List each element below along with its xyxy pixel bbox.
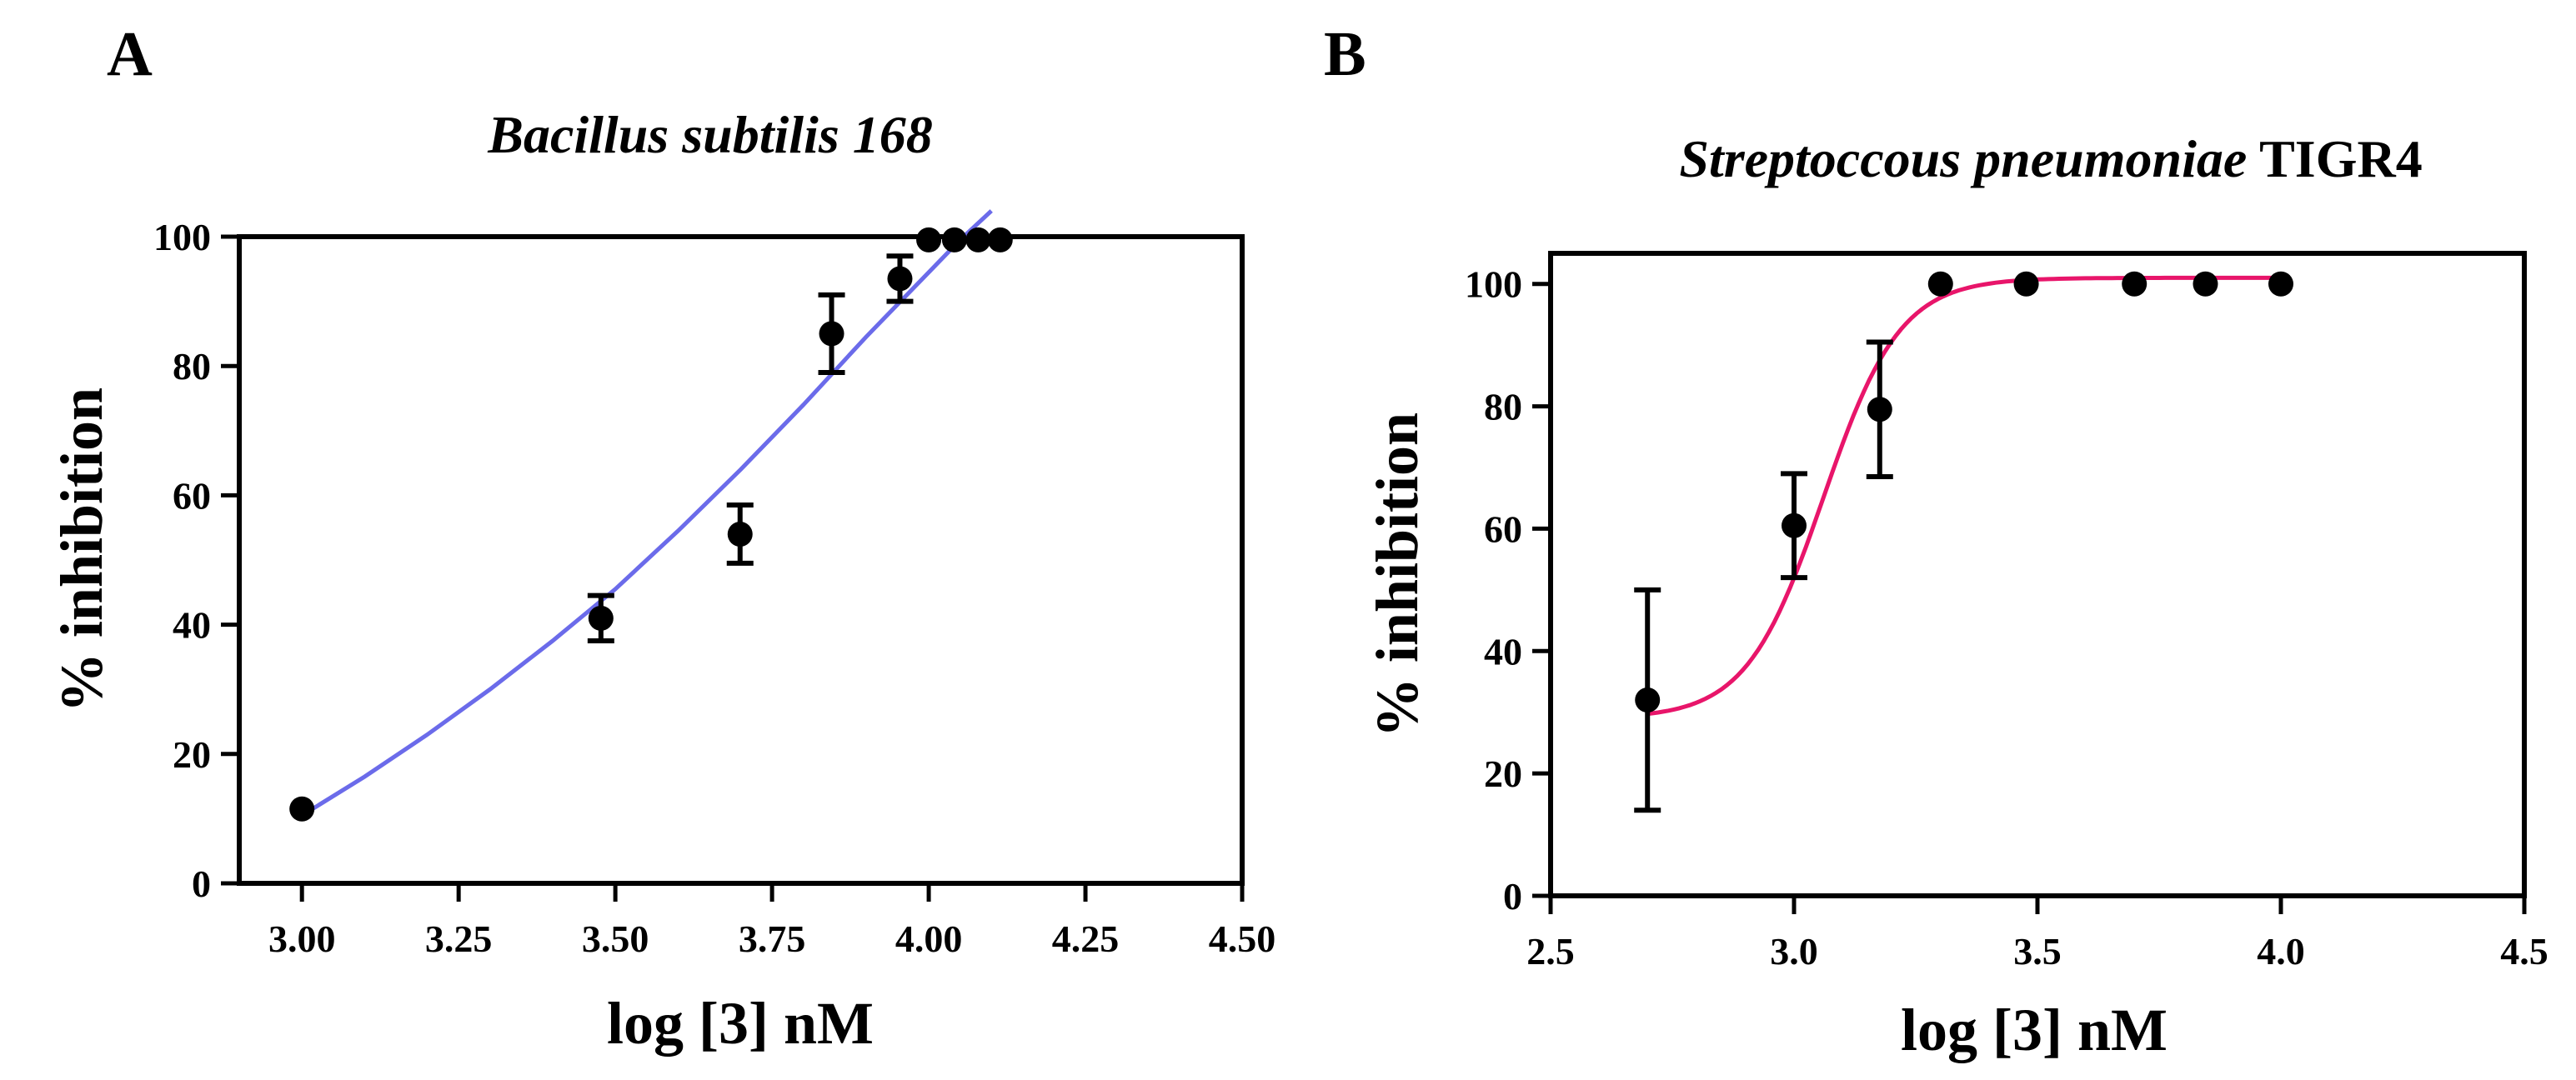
x-ticks-a: 3.00 3.25 3.50 3.75 4.00 4.25 4.50	[268, 883, 1275, 960]
data-point	[289, 796, 315, 822]
data-points-a	[289, 227, 1013, 822]
x-tick-label: 3.0	[1770, 930, 1818, 972]
x-tick-label: 3.75	[739, 918, 806, 960]
y-axis-label-a: % inhibition	[48, 388, 115, 712]
title-italic-b: Streptoccous pneumoniae	[1679, 129, 2247, 188]
x-tick-label: 4.5	[2500, 930, 2548, 972]
data-point	[588, 605, 614, 631]
data-point	[941, 227, 967, 252]
title-plain-text-b: TIGR4	[2259, 129, 2423, 188]
y-tick-label: 0	[192, 862, 211, 905]
data-points-b	[1634, 271, 2293, 813]
data-point	[2268, 271, 2293, 297]
y-ticks-b: 0 20 40 60 80 100	[1465, 263, 1551, 918]
x-tick-label: 2.5	[1526, 930, 1575, 972]
y-tick-label: 80	[1484, 386, 1522, 428]
data-point	[1635, 688, 1661, 713]
x-tick-label: 4.50	[1209, 918, 1276, 960]
plot-frame-b	[1548, 251, 2527, 898]
x-tick-label: 4.0	[2257, 930, 2305, 972]
panel-letter-b: B	[1324, 19, 1366, 89]
x-tick-label: 3.25	[425, 918, 493, 960]
data-point	[916, 227, 942, 252]
data-point	[1927, 271, 1953, 297]
title-plain-b	[2247, 129, 2259, 188]
chart-title-b: Streptoccous pneumoniae TIGR4	[1679, 129, 2422, 188]
data-point	[2013, 271, 2039, 297]
panel-letter-a: A	[107, 19, 153, 89]
y-tick-label: 0	[1503, 875, 1522, 918]
data-point	[887, 266, 913, 292]
y-tick-label: 40	[1484, 630, 1522, 672]
y-axis-label-b: % inhibition	[1364, 412, 1431, 738]
fit-curve-a	[300, 209, 993, 818]
data-point	[987, 227, 1013, 252]
data-point	[1782, 512, 1807, 538]
panel-a: A Bacillus subtilis 168 0 20 40 60 80 100 3.0…	[48, 19, 1275, 1057]
chart-title-a: Bacillus subtilis 168	[487, 105, 932, 164]
data-point	[965, 227, 991, 252]
x-ticks-b: 2.5 3.0 3.5 4.0 4.5	[1526, 896, 2548, 972]
y-tick-label: 20	[173, 733, 211, 776]
y-ticks-a: 0 20 40 60 80 100	[153, 216, 239, 905]
y-tick-label: 60	[173, 474, 211, 517]
plot-frame-a	[237, 234, 1245, 886]
x-axis-label-a: log [3] nM	[607, 990, 874, 1057]
y-tick-label: 40	[173, 604, 211, 647]
data-point	[1867, 397, 1892, 422]
x-tick-label: 4.25	[1052, 918, 1120, 960]
x-tick-label: 3.5	[2013, 930, 2062, 972]
y-tick-label: 100	[153, 216, 211, 258]
data-point	[819, 321, 844, 347]
y-tick-label: 60	[1484, 508, 1522, 550]
x-tick-label: 4.00	[895, 918, 963, 960]
x-axis-label-b: log [3] nM	[1901, 997, 2168, 1063]
y-tick-label: 80	[173, 345, 211, 388]
data-point	[2122, 271, 2148, 297]
y-tick-label: 100	[1465, 263, 1522, 306]
data-point	[727, 521, 753, 547]
panel-b: B Streptoccous pneumoniae TIGR4 0 20 40 60 8…	[1324, 19, 2548, 1063]
data-point	[2193, 271, 2218, 297]
y-tick-label: 20	[1484, 752, 1522, 795]
x-tick-label: 3.00	[268, 918, 336, 960]
fit-curve-b	[1646, 275, 2281, 717]
x-tick-label: 3.50	[582, 918, 649, 960]
